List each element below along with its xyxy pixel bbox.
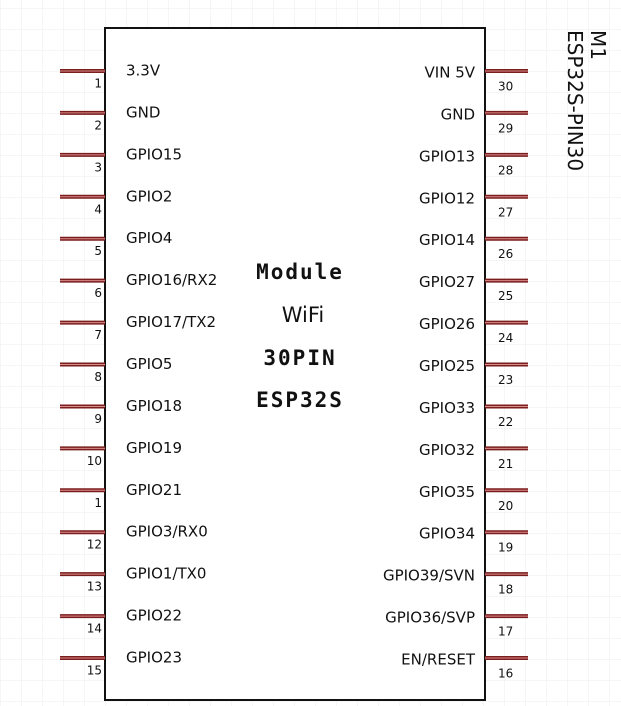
pin-number: 7 bbox=[94, 328, 102, 342]
pin-label: GPIO5 bbox=[126, 355, 172, 373]
pin-number: 12 bbox=[87, 538, 102, 552]
pin-label: GPIO17/TX2 bbox=[126, 313, 216, 331]
pin-label: GPIO2 bbox=[126, 187, 172, 205]
body-text: ESP32S bbox=[256, 388, 344, 412]
pin-number: 17 bbox=[498, 625, 513, 639]
pin-number: 14 bbox=[87, 622, 102, 636]
pin-label: GPIO19 bbox=[126, 439, 182, 457]
chip-body bbox=[104, 27, 486, 701]
pin-label: EN/RESET bbox=[401, 651, 476, 669]
pin-number: 28 bbox=[498, 163, 513, 177]
body-text: Module bbox=[256, 260, 344, 284]
body-text: WiFi bbox=[282, 303, 325, 327]
component-name: ESP32S-PIN30 bbox=[563, 30, 587, 171]
pin-label: GPIO1/TX0 bbox=[126, 565, 206, 583]
pin-label: GPIO12 bbox=[419, 189, 475, 207]
pin-number: 13 bbox=[87, 580, 102, 594]
pin-number: 15 bbox=[87, 664, 102, 678]
pin-label: GPIO14 bbox=[419, 231, 475, 249]
pin-label: GPIO23 bbox=[126, 649, 182, 667]
pin-label: 3.3V bbox=[126, 62, 161, 80]
pin-number: 26 bbox=[498, 247, 513, 261]
pin-number: 21 bbox=[498, 457, 513, 471]
pin-label: GPIO15 bbox=[126, 145, 182, 163]
pin-label: GPIO16/RX2 bbox=[126, 271, 217, 289]
pin-number: 9 bbox=[94, 412, 102, 426]
body-text: 30PIN bbox=[263, 346, 336, 370]
pin-label: GPIO13 bbox=[419, 147, 475, 165]
pin-label: GPIO3/RX0 bbox=[126, 523, 208, 541]
pin-number: 6 bbox=[94, 286, 102, 300]
pin-number: 23 bbox=[498, 373, 513, 387]
pin-label: GND bbox=[441, 105, 475, 123]
designator: M1 bbox=[586, 30, 610, 60]
pin-label: GPIO36/SVP bbox=[385, 609, 475, 627]
pin-number: 20 bbox=[498, 499, 513, 513]
pin-number: 4 bbox=[94, 202, 102, 216]
pin-number: 1 bbox=[94, 77, 102, 91]
pin-number: 16 bbox=[498, 667, 513, 681]
pin-number: 22 bbox=[498, 415, 513, 429]
pin-label: GPIO33 bbox=[419, 399, 475, 417]
pin-number: 30 bbox=[498, 80, 513, 94]
pin-label: GND bbox=[126, 103, 160, 121]
pin-label: GPIO21 bbox=[126, 481, 182, 499]
pin-label: GPIO26 bbox=[419, 315, 475, 333]
pin-number: 27 bbox=[498, 205, 513, 219]
pin-label: GPIO18 bbox=[126, 397, 182, 415]
pin-label: VIN 5V bbox=[425, 64, 476, 82]
pin-number: 3 bbox=[94, 160, 102, 174]
pin-label: GPIO22 bbox=[126, 607, 182, 625]
pin-number: 10 bbox=[87, 454, 102, 468]
pin-number: 2 bbox=[94, 118, 102, 132]
pin-number: 8 bbox=[94, 370, 102, 384]
pin-number: 18 bbox=[498, 583, 513, 597]
pin-number: 24 bbox=[498, 331, 513, 345]
pin-number: 25 bbox=[498, 289, 513, 303]
pin-number: 1 bbox=[94, 496, 102, 510]
pin-label: GPIO27 bbox=[419, 273, 475, 291]
pin-number: 5 bbox=[94, 244, 102, 258]
pin-number: 19 bbox=[498, 541, 513, 555]
pins: 13.3V2GND3GPIO154GPIO25GPIO46GPIO16/RX27… bbox=[60, 62, 528, 681]
pin-label: GPIO4 bbox=[126, 229, 172, 247]
pin-label: GPIO34 bbox=[419, 525, 475, 543]
pin-label: GPIO35 bbox=[419, 483, 475, 501]
pin-label: GPIO25 bbox=[419, 357, 475, 375]
pin-label: GPIO39/SVN bbox=[383, 567, 475, 585]
pin-number: 29 bbox=[498, 121, 513, 135]
pin-label: GPIO32 bbox=[419, 441, 475, 459]
